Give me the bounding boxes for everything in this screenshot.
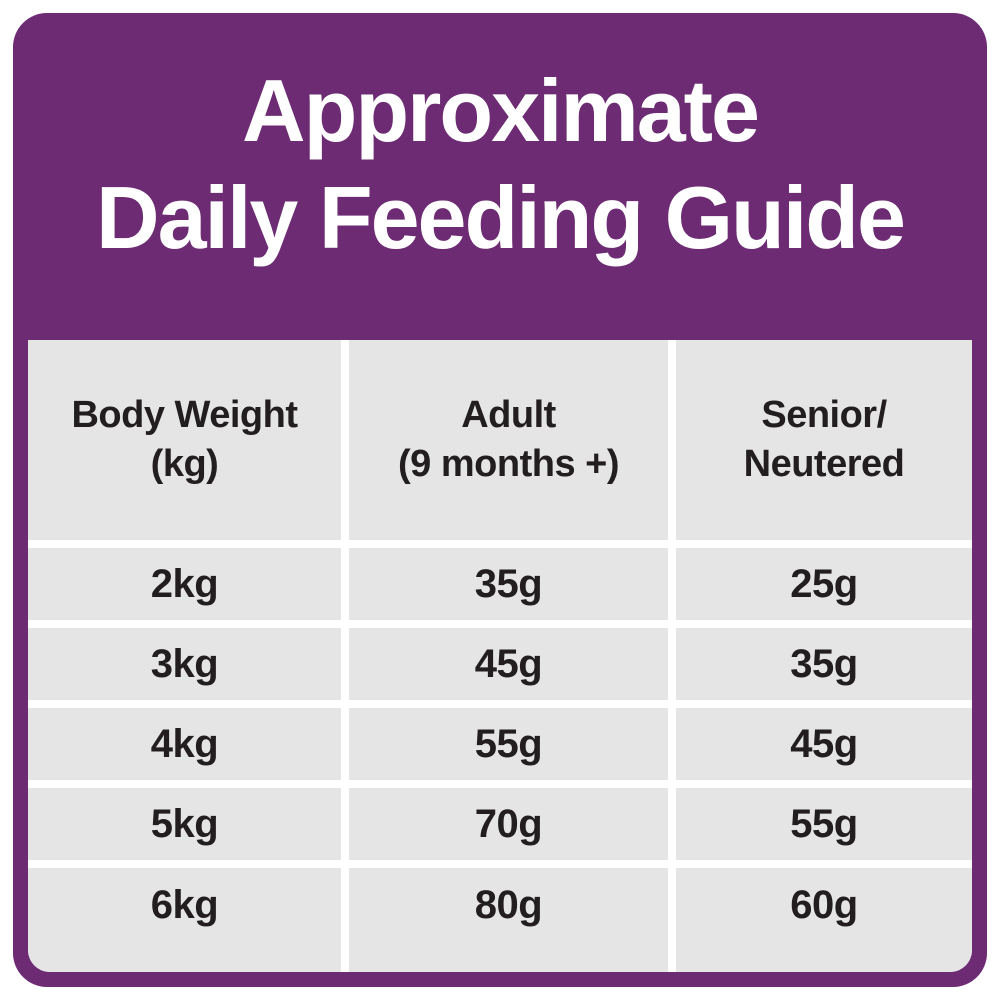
cell-weight-4kg: 4kg — [28, 708, 341, 780]
cell-adult-3kg: 45g — [349, 628, 669, 700]
col-header-senior-line1: Senior/ — [761, 394, 887, 437]
col-header-adult: Adult (9 months +) — [349, 340, 669, 540]
col-header-adult-line2: (9 months +) — [398, 443, 619, 485]
cell-senior-5kg: 55g — [676, 788, 972, 860]
cell-weight-3kg: 3kg — [28, 628, 341, 700]
title-line-2: Daily Feeding Guide — [96, 168, 906, 268]
cell-senior-2kg: 25g — [676, 548, 972, 620]
cell-senior-4kg: 45g — [676, 708, 972, 780]
col-header-body-weight-line1: Body Weight — [71, 394, 298, 437]
cell-senior-3kg: 35g — [676, 628, 972, 700]
cell-adult-4kg: 55g — [349, 708, 669, 780]
feeding-table: Body Weight (kg) Adult (9 months +) Seni… — [28, 340, 972, 972]
cell-adult-5kg: 70g — [349, 788, 669, 860]
cell-senior-6kg: 60g — [676, 868, 972, 972]
feeding-guide-card: Approximate Daily Feeding Guide Body Wei… — [13, 13, 987, 987]
cell-weight-5kg: 5kg — [28, 788, 341, 860]
col-header-adult-line1: Adult — [461, 394, 556, 437]
cell-weight-6kg: 6kg — [28, 868, 341, 972]
page-title: Approximate Daily Feeding Guide — [13, 13, 987, 272]
col-header-body-weight: Body Weight (kg) — [28, 340, 341, 540]
cell-adult-2kg: 35g — [349, 548, 669, 620]
cell-adult-6kg: 80g — [349, 868, 669, 972]
title-line-1: Approximate — [242, 61, 760, 160]
cell-weight-2kg: 2kg — [28, 548, 341, 620]
col-header-senior-neutered: Senior/ Neutered — [676, 340, 972, 540]
col-header-senior-line2: Neutered — [743, 443, 905, 485]
col-header-body-weight-line2: (kg) — [150, 443, 219, 485]
